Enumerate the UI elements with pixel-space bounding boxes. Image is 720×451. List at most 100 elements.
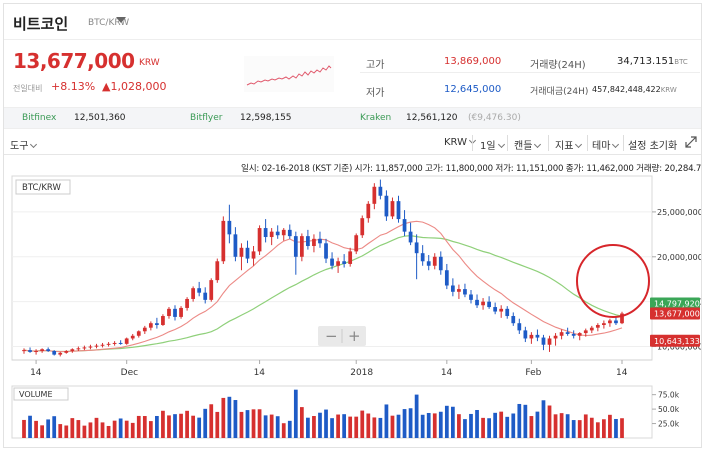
volume-label: VOLUME	[19, 390, 53, 399]
volume-bar	[118, 418, 123, 438]
app-frame: 비트코인 BTC/KRW 13,677,000 KRW 전일대비 +8.13% …	[3, 3, 702, 448]
candle-body	[559, 332, 564, 336]
interval-select[interactable]: 1일	[480, 137, 505, 152]
candle-body	[402, 219, 407, 232]
currency-select[interactable]: KRW	[444, 136, 477, 148]
zoom-in-button[interactable]: +	[348, 327, 361, 345]
candle-body	[541, 337, 546, 345]
volume-bar	[299, 407, 304, 438]
volume-axis: 75.0k 50.0k 25.0k	[652, 391, 680, 429]
candle-body	[245, 247, 250, 259]
tools-menu[interactable]: 도구	[10, 137, 38, 152]
volume-bar	[541, 400, 546, 438]
volume-bar	[444, 405, 449, 438]
price-tick-label: 10,000,000	[657, 343, 702, 352]
candle-body	[263, 228, 268, 238]
volume-bar	[595, 422, 600, 438]
candle-body	[82, 347, 87, 349]
amount-value: 457,842,448,422KRW	[592, 85, 677, 94]
volume-bar	[215, 411, 220, 438]
volume-bar	[372, 417, 377, 438]
candle-body	[384, 195, 389, 217]
volume-bar	[378, 417, 383, 438]
exchange-name-bitflyer[interactable]: Bitflyer	[190, 113, 223, 123]
indicator-select[interactable]: 지표	[555, 137, 583, 152]
toolbar-divider	[587, 135, 588, 151]
candle-body	[106, 343, 111, 345]
chevron-down-icon	[612, 140, 620, 149]
candle-body	[457, 289, 461, 292]
candle-body	[28, 350, 32, 352]
volume-bar	[481, 417, 485, 438]
volume-bar	[130, 422, 135, 438]
toolbar-divider	[507, 135, 508, 151]
candle-body	[94, 345, 99, 347]
candle-body	[366, 203, 371, 219]
theme-select[interactable]: 테마	[592, 137, 620, 152]
volume-bar	[535, 411, 540, 438]
volume-bar	[330, 418, 334, 438]
volume-bar	[469, 413, 473, 438]
candle-body	[64, 351, 69, 353]
exchange-name-kraken[interactable]: Kraken	[360, 113, 392, 123]
toolbar-divider	[548, 135, 549, 151]
volume-bar	[312, 416, 316, 438]
coin-pair: BTC/KRW	[88, 18, 130, 28]
ohlc-info-line: 일시: 02-16-2018 (KST 기준) 시가: 11,857,000 고…	[241, 164, 702, 174]
reset-settings-button[interactable]: 설정 초기화	[628, 141, 678, 152]
candle-body	[330, 258, 334, 266]
price-tag-label: 10,643,133	[654, 337, 700, 346]
volume-bar	[438, 411, 443, 438]
volume-bar	[614, 418, 618, 438]
volume-tick-label: 75.0k	[658, 391, 680, 400]
high-value: 13,869,000	[444, 56, 502, 67]
volume-bar	[167, 415, 171, 438]
candle-body	[22, 350, 26, 352]
x-tick-label: Dec	[121, 368, 138, 378]
chart-area[interactable]: BTC/KRW 25,000,00020,000,00015,000,00010…	[4, 172, 702, 448]
volume-bar	[227, 396, 232, 438]
volume-bar	[366, 413, 371, 438]
volume-bar	[293, 389, 298, 438]
candle-body	[608, 320, 612, 324]
volume-bar	[245, 410, 250, 438]
symbol-label-box	[15, 179, 71, 195]
candle-body	[324, 243, 328, 259]
header: 비트코인 BTC/KRW	[4, 4, 701, 40]
candle-body	[136, 331, 141, 336]
candle-body	[155, 323, 159, 325]
exchange-name-bitfinex[interactable]: Bitfinex	[22, 113, 57, 123]
candle-body	[173, 308, 177, 317]
candle-body	[408, 231, 413, 243]
candle-body	[614, 320, 618, 324]
candlestick-chart[interactable]: BTC/KRW 25,000,00020,000,00015,000,00010…	[4, 172, 702, 448]
volume-bar	[487, 418, 491, 438]
exchange-sub-kraken: (€9,476.30)	[468, 113, 521, 123]
zoom-out-button[interactable]: −	[325, 327, 338, 345]
chevron-down-icon	[30, 140, 38, 149]
expand-icon[interactable]	[685, 136, 697, 148]
volume-bar	[426, 412, 431, 438]
candle-select[interactable]: 캔들	[514, 137, 542, 152]
volume-bar	[221, 397, 226, 438]
volume-bar	[239, 411, 244, 438]
volume-bar	[269, 414, 274, 438]
volume-bar	[324, 409, 328, 438]
volume-bar	[94, 417, 99, 438]
candle-body	[130, 335, 135, 339]
coin-dropdown-caret-icon[interactable]	[116, 17, 126, 23]
volume-bar	[577, 420, 582, 438]
x-tick-label: 14	[254, 368, 266, 378]
x-tick-label: 2018	[350, 368, 373, 378]
price-tick-label: 20,000,000	[657, 253, 702, 262]
volume-bar	[88, 422, 93, 438]
candle-body	[450, 285, 455, 292]
volume-label-box	[13, 387, 69, 401]
candle-body	[378, 186, 383, 196]
candle-body	[124, 338, 129, 344]
price-tag-box	[650, 334, 700, 347]
volume-bar	[64, 425, 69, 438]
volume-bar	[233, 400, 238, 438]
ma-short-line	[23, 220, 623, 353]
candle-body	[233, 234, 238, 257]
